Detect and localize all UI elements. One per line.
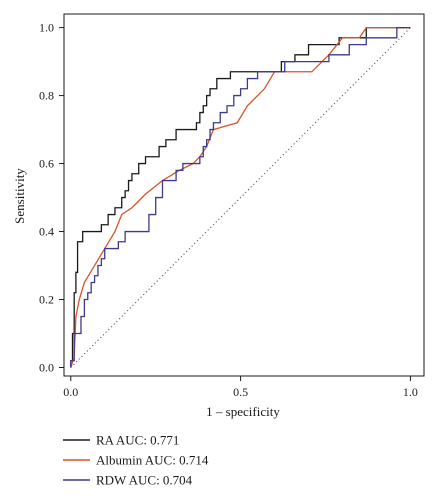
- legend-label-1: Albumin AUC: 0.714: [96, 453, 209, 468]
- x-tick-label: 0.5: [233, 385, 248, 399]
- axes-layer: 1 – specificity Sensitivity 0.0 0.5 1.0 0.0…: [12, 13, 425, 419]
- series-line-2: [70, 26, 411, 368]
- x-axis-title: 1 – specificity: [206, 404, 280, 419]
- y-tick-label: 0.4: [39, 225, 54, 239]
- y-tick-label: 0.8: [39, 89, 54, 103]
- y-tick-label: 0.6: [39, 157, 54, 171]
- x-tick-label: 0.0: [63, 385, 78, 399]
- y-tick-label: 1.0: [39, 21, 54, 35]
- y-tick-label: 0.0: [39, 361, 54, 375]
- legend-label-0: RA AUC: 0.771: [96, 433, 179, 448]
- y-axis-title: Sensitivity: [12, 168, 27, 224]
- legend: RA AUC: 0.771 Albumin AUC: 0.714 RDW AUC: …: [63, 433, 209, 488]
- legend-label-2: RDW AUC: 0.704: [96, 473, 193, 488]
- reference-diagonal-line: [70, 27, 411, 368]
- y-tick-label: 0.2: [39, 293, 54, 307]
- plot-frame: [63, 13, 425, 377]
- x-tick-label: 1.0: [403, 385, 418, 399]
- plot-layer: [70, 26, 411, 368]
